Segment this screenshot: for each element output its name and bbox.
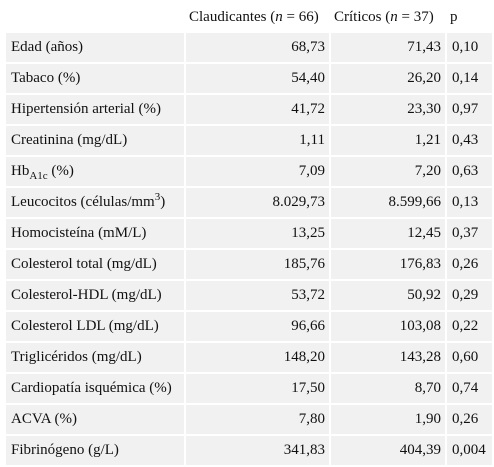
table-row: Colesterol total (mg/dL) 185,76 176,83 0… [6, 249, 492, 280]
table-row: Triglicéridos (mg/dL) 148,20 143,28 0,60 [6, 342, 492, 373]
criticos-value: 1,21 [329, 125, 446, 156]
p-value: 0,60 [445, 342, 492, 373]
claudicantes-value: 7,09 [184, 156, 330, 187]
criticos-value: 103,08 [329, 311, 446, 342]
table-row: Fibrinógeno (g/L) 341,83 404,39 0,004 [6, 435, 492, 465]
p-value: 0,74 [445, 373, 492, 404]
claudicantes-value: 8.029,73 [184, 187, 330, 218]
row-label: Triglicéridos (mg/dL) [6, 342, 185, 373]
claudicantes-value: 96,66 [184, 311, 330, 342]
claudicantes-value: 54,40 [184, 63, 330, 94]
row-label: Leucocitos (células/mm3) [6, 187, 185, 218]
header-row: Claudicantes (n = 66) Críticos (n = 37) … [6, 4, 492, 32]
row-label: Colesterol LDL (mg/dL) [6, 311, 185, 342]
criticos-value: 1,90 [329, 404, 446, 435]
criticos-value: 71,43 [329, 32, 446, 63]
claudicantes-value: 341,83 [184, 435, 330, 465]
p-value: 0,97 [445, 94, 492, 125]
row-label: Colesterol-HDL (mg/dL) [6, 280, 185, 311]
table-row: Tabaco (%) 54,40 26,20 0,14 [6, 63, 492, 94]
row-label: Fibrinógeno (g/L) [6, 435, 185, 465]
p-value: 0,004 [445, 435, 492, 465]
table-row: HbA1c (%) 7,09 7,20 0,63 [6, 156, 492, 187]
header-claudicantes: Claudicantes (n = 66) [185, 4, 330, 32]
row-label: Cardiopatía isquémica (%) [6, 373, 185, 404]
row-label: Tabaco (%) [6, 63, 185, 94]
table-row: ACVA (%) 7,80 1,90 0,26 [6, 404, 492, 435]
claudicantes-value: 68,73 [184, 32, 330, 63]
criticos-value: 404,39 [329, 435, 446, 465]
table-row: Colesterol LDL (mg/dL) 96,66 103,08 0,22 [6, 311, 492, 342]
p-value: 0,13 [445, 187, 492, 218]
criticos-value: 23,30 [329, 94, 446, 125]
claudicantes-value: 7,80 [184, 404, 330, 435]
p-value: 0,37 [445, 218, 492, 249]
claudicantes-value: 185,76 [184, 249, 330, 280]
claudicantes-value: 148,20 [184, 342, 330, 373]
criticos-value: 26,20 [329, 63, 446, 94]
claudicantes-value: 1,11 [184, 125, 330, 156]
row-label: ACVA (%) [6, 404, 185, 435]
comparison-table: Claudicantes (n = 66) Críticos (n = 37) … [6, 4, 492, 465]
table-row: Colesterol-HDL (mg/dL) 53,72 50,92 0,29 [6, 280, 492, 311]
p-value: 0,43 [445, 125, 492, 156]
row-label: Hipertensión arterial (%) [6, 94, 185, 125]
row-label: Colesterol total (mg/dL) [6, 249, 185, 280]
p-value: 0,26 [445, 249, 492, 280]
header-empty-cell [6, 4, 185, 32]
table-row: Creatinina (mg/dL) 1,11 1,21 0,43 [6, 125, 492, 156]
table-row: Homocisteína (mM/L) 13,25 12,45 0,37 [6, 218, 492, 249]
criticos-value: 50,92 [329, 280, 446, 311]
claudicantes-value: 41,72 [184, 94, 330, 125]
row-label: Edad (años) [6, 32, 185, 63]
table-row: Leucocitos (células/mm3) 8.029,73 8.599,… [6, 187, 492, 218]
row-label: HbA1c (%) [6, 156, 185, 187]
p-value: 0,63 [445, 156, 492, 187]
p-value: 0,14 [445, 63, 492, 94]
p-value: 0,10 [445, 32, 492, 63]
criticos-value: 176,83 [329, 249, 446, 280]
p-value: 0,29 [445, 280, 492, 311]
table-row: Hipertensión arterial (%) 41,72 23,30 0,… [6, 94, 492, 125]
criticos-value: 7,20 [329, 156, 446, 187]
row-label: Homocisteína (mM/L) [6, 218, 185, 249]
table-body: Edad (años) 68,73 71,43 0,10 Tabaco (%) … [6, 32, 492, 465]
claudicantes-value: 13,25 [184, 218, 330, 249]
table-row: Edad (años) 68,73 71,43 0,10 [6, 32, 492, 63]
claudicantes-value: 53,72 [184, 280, 330, 311]
criticos-value: 143,28 [329, 342, 446, 373]
criticos-value: 12,45 [329, 218, 446, 249]
criticos-value: 8.599,66 [329, 187, 446, 218]
claudicantes-value: 17,50 [184, 373, 330, 404]
header-criticos: Críticos (n = 37) [330, 4, 446, 32]
criticos-value: 8,70 [329, 373, 446, 404]
p-value: 0,26 [445, 404, 492, 435]
row-label: Creatinina (mg/dL) [6, 125, 185, 156]
table-row: Cardiopatía isquémica (%) 17,50 8,70 0,7… [6, 373, 492, 404]
p-value: 0,22 [445, 311, 492, 342]
table-header: Claudicantes (n = 66) Críticos (n = 37) … [6, 4, 492, 32]
header-p: p [446, 4, 492, 32]
